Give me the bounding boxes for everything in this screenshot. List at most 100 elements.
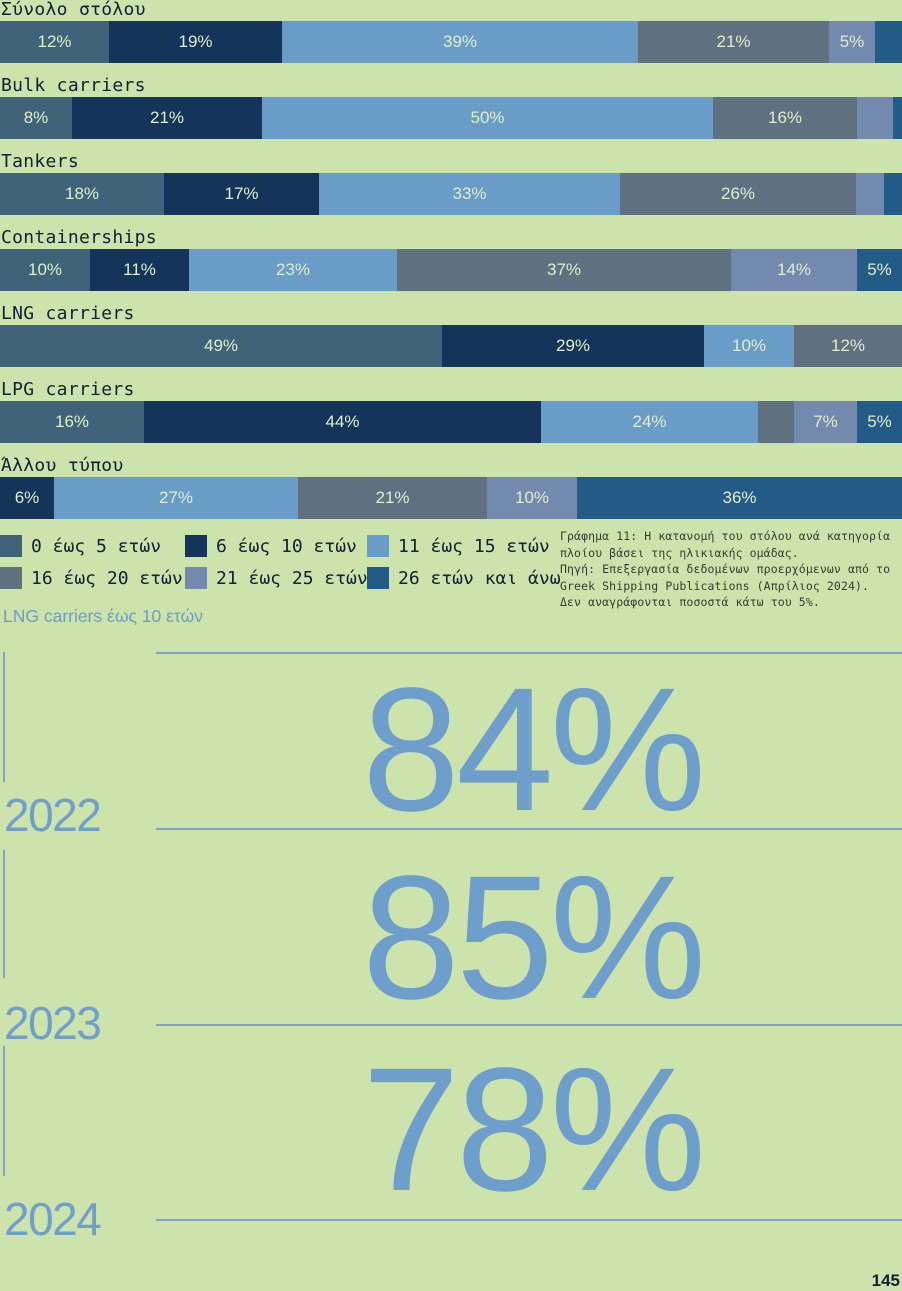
category-label: Άλλου τύπου xyxy=(1,455,124,476)
divider-vertical xyxy=(3,1046,5,1176)
data-label: 19% xyxy=(178,32,213,51)
bar-segment xyxy=(758,401,794,443)
legend-swatch xyxy=(367,535,389,557)
legend-item: 16 έως 20 ετών xyxy=(0,565,183,591)
bar-segment: 17% xyxy=(164,173,319,215)
stacked-bar-chart: Σύνολο στόλου 12% 19% 39% 21% 5% Bulk carriers… xyxy=(0,0,902,520)
bar-segment: 21% xyxy=(72,97,262,139)
legend-item: 6 έως 10 ετών xyxy=(185,533,357,559)
stacked-bar: 12% 19% 39% 21% 5% xyxy=(0,21,902,63)
legend-label: 16 έως 20 ετών xyxy=(31,567,183,589)
data-label: 7% xyxy=(813,412,838,431)
stacked-bar: 8% 21% 50% 16% xyxy=(0,97,902,139)
chart-caption: Γράφημα 11: Η κατανομή του στόλου ανά κα… xyxy=(560,528,898,611)
data-label: 17% xyxy=(224,184,259,203)
bar-segment: 44% xyxy=(144,401,541,443)
divider-vertical xyxy=(3,850,5,978)
data-label: 5% xyxy=(867,260,892,279)
lng-section-heading: LNG carriers έως 10 ετών xyxy=(3,606,204,626)
divider-horizontal xyxy=(156,828,902,830)
bar-segment: 24% xyxy=(541,401,758,443)
data-label: 26% xyxy=(720,184,756,203)
stacked-bar: 18% 17% 33% 26% xyxy=(0,173,902,215)
share-value: 84% xyxy=(362,652,706,848)
bar-segment: 26% xyxy=(620,173,856,215)
data-label: 21% xyxy=(149,108,185,127)
category-label: Tankers xyxy=(1,151,79,172)
legend-swatch xyxy=(0,535,22,557)
data-label: 24% xyxy=(632,412,667,431)
bar-segment: 12% xyxy=(0,21,109,63)
data-label: 36% xyxy=(722,488,757,507)
data-label: 10% xyxy=(514,488,550,507)
bar-segment: 5% xyxy=(857,401,902,443)
legend-label: 0 έως 5 ετών xyxy=(31,535,162,557)
data-label: 16% xyxy=(767,108,803,127)
legend-item: 26 ετών και άνω xyxy=(367,565,561,591)
bar-segment: 18% xyxy=(0,173,164,215)
page-number: 145 xyxy=(871,1271,900,1290)
bar-segment: 11% xyxy=(90,249,189,291)
caption-line: Greek Shipping Publications (Απρίλιος 20… xyxy=(560,578,870,593)
divider-horizontal xyxy=(156,652,902,654)
data-label: 27% xyxy=(158,488,194,507)
data-label: 8% xyxy=(23,108,49,127)
data-label: 50% xyxy=(470,108,505,127)
divider-horizontal xyxy=(156,1219,902,1221)
data-label: 12% xyxy=(830,336,866,355)
bar-segment: 50% xyxy=(262,97,713,139)
bar-segment: 39% xyxy=(282,21,638,63)
caption-line: Πηγή: Επεξεργασία δεδομένων προερχόμενων… xyxy=(560,562,891,576)
bar-segment: 5% xyxy=(829,21,875,63)
bar-segment: 7% xyxy=(794,401,857,443)
data-label: 29% xyxy=(555,336,591,355)
data-label: 5% xyxy=(839,32,865,51)
data-label: 39% xyxy=(442,32,478,51)
category-label: LNG carriers xyxy=(1,303,135,324)
bar-segment: 12% xyxy=(794,325,902,367)
stacked-bar: 49% 29% 10% 12% xyxy=(0,325,902,367)
legend-label: 6 έως 10 ετών xyxy=(216,535,357,557)
share-value: 85% xyxy=(362,840,706,1036)
bar-segment: 10% xyxy=(487,477,577,519)
bar-segment: 27% xyxy=(54,477,298,519)
bar-segment: 36% xyxy=(577,477,902,519)
data-label: 37% xyxy=(546,260,582,279)
legend-label: 11 έως 15 ετών xyxy=(398,535,550,557)
data-label: 44% xyxy=(325,412,360,431)
legend-swatch xyxy=(185,567,207,589)
data-label: 12% xyxy=(37,32,72,51)
bar-segment: 33% xyxy=(319,173,620,215)
divider-vertical xyxy=(3,652,5,782)
data-label: 10% xyxy=(27,260,63,279)
stacked-bar: 10% 11% 23% 37% 14% 5% xyxy=(0,249,902,291)
bar-segment: 5% xyxy=(857,249,902,291)
bar-segment: 8% xyxy=(0,97,72,139)
category-label: Bulk carriers xyxy=(1,75,146,96)
bar-segment xyxy=(857,97,893,139)
data-label: 21% xyxy=(716,32,751,51)
legend-label: 26 ετών και άνω xyxy=(398,567,561,589)
bar-segment: 14% xyxy=(731,249,857,291)
bar-segment: 19% xyxy=(109,21,282,63)
bar-segment xyxy=(884,173,902,215)
data-label: 5% xyxy=(867,412,892,431)
bar-segment: 6% xyxy=(0,477,54,519)
data-label: 10% xyxy=(731,336,767,355)
year-label: 2022 xyxy=(4,789,102,841)
bar-segment: 21% xyxy=(298,477,487,519)
category-label: Σύνολο στόλου xyxy=(1,0,146,20)
data-label: 18% xyxy=(64,184,100,203)
stacked-bar: 6% 27% 21% 10% 36% xyxy=(0,477,902,519)
legend-item: 11 έως 15 ετών xyxy=(367,533,550,559)
legend-swatch xyxy=(185,535,207,557)
caption-line: πλοίου βάσει της ηλικιακής ομάδας. xyxy=(560,545,799,560)
bar-segment: 10% xyxy=(704,325,794,367)
legend-item: 21 έως 25 ετών xyxy=(185,565,368,591)
bar-segment: 16% xyxy=(0,401,144,443)
caption-line: Γράφημα 11: Η κατανομή του στόλου ανά κα… xyxy=(560,529,891,543)
data-label: 16% xyxy=(54,412,90,431)
divider-horizontal xyxy=(156,1024,902,1026)
legend-swatch xyxy=(0,567,22,589)
stacked-bar: 16% 44% 24% 7% 5% xyxy=(0,401,902,443)
